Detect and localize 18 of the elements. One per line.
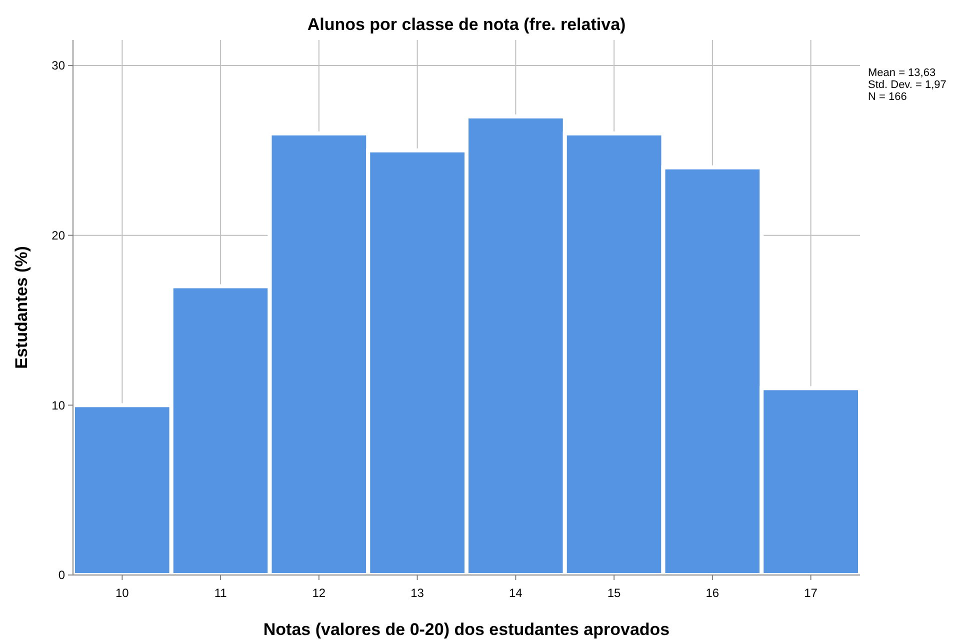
x-tick-label: 15 bbox=[607, 586, 622, 600]
x-tick-label: 10 bbox=[116, 586, 130, 600]
x-tick-label: 13 bbox=[410, 586, 424, 600]
chart-title: Alunos por classe de nota (fre. relativa) bbox=[307, 15, 626, 34]
text: Mean = 13,63 bbox=[868, 67, 936, 79]
y-tick-label: 30 bbox=[52, 58, 66, 73]
y-tick-label: 10 bbox=[52, 398, 66, 412]
text: N = 166 bbox=[868, 91, 907, 103]
text: Std. Dev. = 1,97 bbox=[868, 79, 946, 91]
y-tick-label: 0 bbox=[58, 568, 66, 582]
x-axis-title: Notas (valores de 0-20) dos estudantes aprovados bbox=[263, 620, 670, 639]
y-tick-label: 20 bbox=[52, 228, 66, 243]
y-axis-title: Estudantes (%) bbox=[12, 246, 31, 369]
x-tick-label: 12 bbox=[312, 586, 326, 600]
x-tick-label: 14 bbox=[509, 586, 523, 600]
x-tick-label: 16 bbox=[706, 586, 720, 600]
x-tick-label: 11 bbox=[214, 586, 228, 600]
x-tick-label: 17 bbox=[804, 586, 818, 600]
